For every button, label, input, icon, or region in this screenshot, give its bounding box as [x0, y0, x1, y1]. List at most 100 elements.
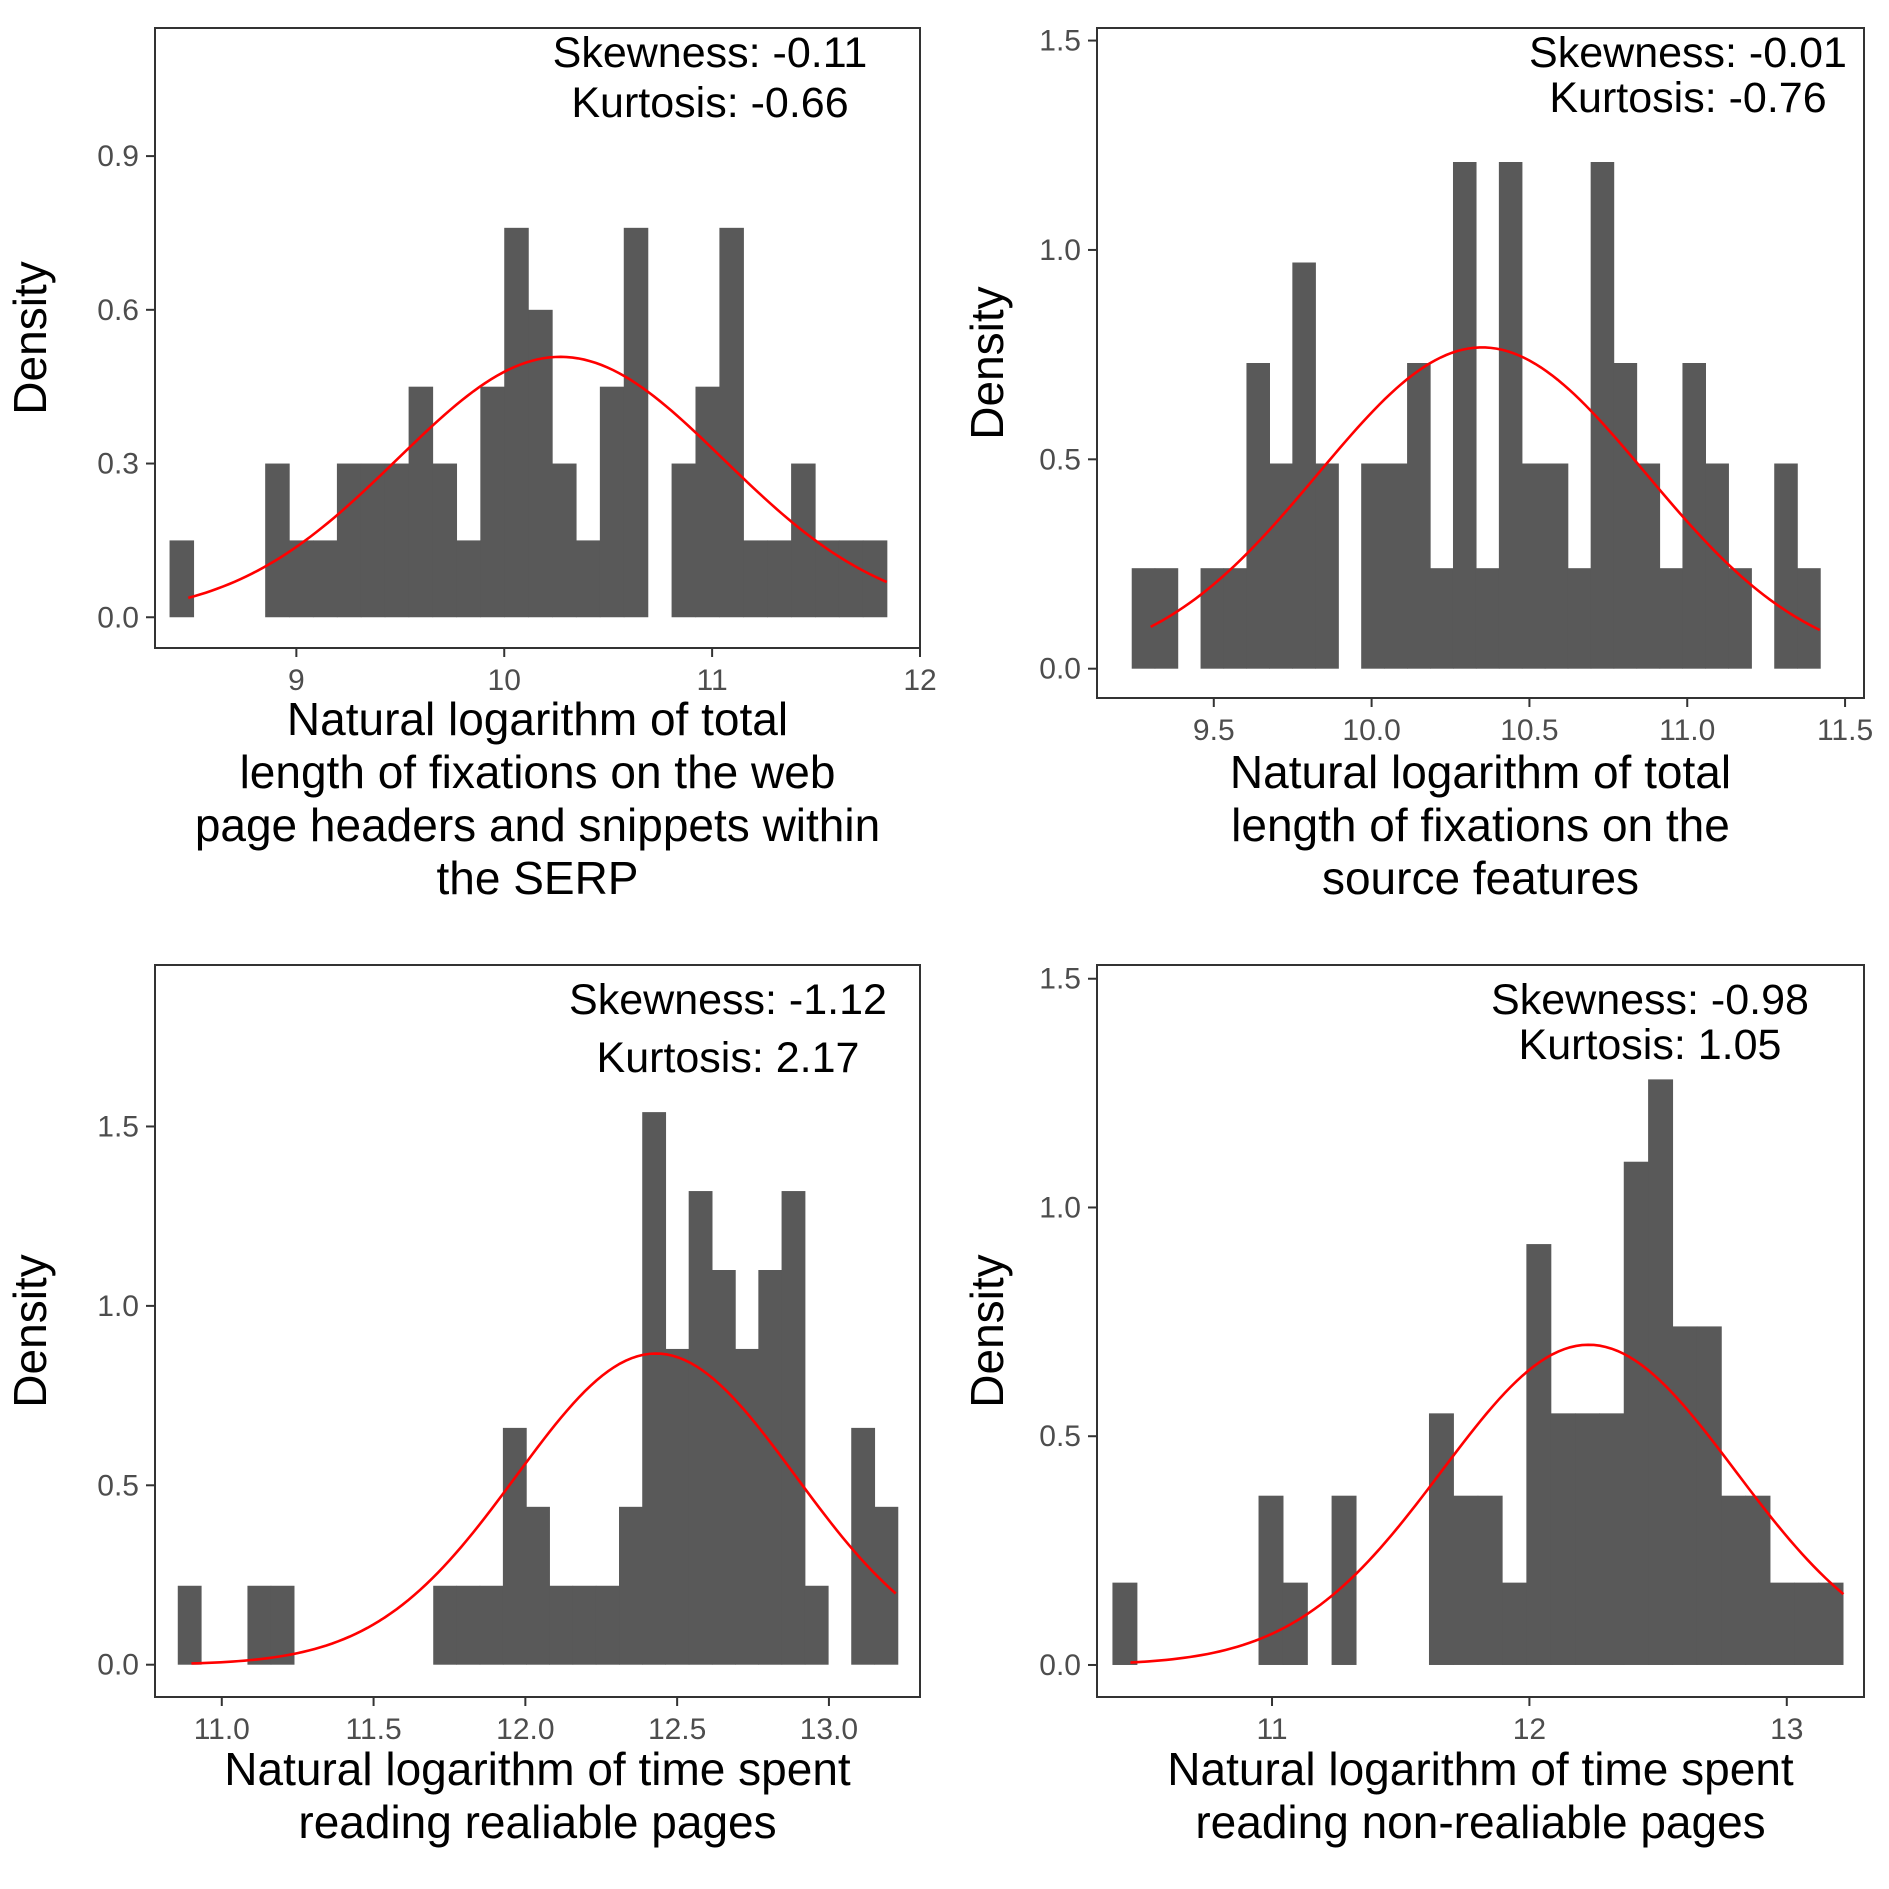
- x-tick-label: 11.0: [1659, 714, 1715, 747]
- histogram-bar: [1721, 1495, 1747, 1665]
- histogram-bar: [1521, 463, 1546, 669]
- histogram-bar: [384, 463, 410, 618]
- histogram-bar: [1258, 1495, 1284, 1665]
- histogram-bar: [289, 540, 314, 618]
- x-axis-title-line: Natural logarithm of time spent: [1167, 1743, 1794, 1795]
- panel-border: [1096, 27, 1865, 699]
- histogram-bar: [1728, 568, 1752, 669]
- histogram-bar: [1477, 1495, 1503, 1665]
- histogram-bar: [1696, 1326, 1722, 1665]
- histogram-bar: [1502, 1582, 1527, 1665]
- kurtosis-annotation: Kurtosis: 2.17: [597, 1034, 860, 1082]
- histogram-bar: [526, 1506, 550, 1665]
- panel-border: [1096, 964, 1865, 1698]
- y-tick-label: 0.5: [1039, 1420, 1081, 1453]
- histogram-bar: [767, 540, 792, 618]
- histogram-bar: [791, 463, 816, 618]
- x-tick-label: 10.5: [1500, 714, 1558, 747]
- histogram-bar: [623, 227, 649, 618]
- histogram-bar: [851, 1427, 876, 1665]
- x-tick-label: 13.0: [800, 1713, 858, 1746]
- skewness-annotation: Skewness: -1.12: [569, 976, 887, 1024]
- y-tick-label: 1.0: [1039, 234, 1081, 267]
- histogram-bar: [432, 463, 458, 618]
- histogram-bar: [312, 540, 338, 618]
- panel-border: [154, 27, 921, 649]
- histogram-bar: [815, 540, 840, 618]
- histogram-bar: [1475, 568, 1500, 669]
- histogram-bar: [504, 227, 529, 618]
- histogram-bar: [619, 1506, 643, 1665]
- x-axis-title-line: reading realiable pages: [298, 1796, 776, 1848]
- histogram-bar: [1269, 463, 1293, 669]
- x-axis-title-line: Natural logarithm of time spent: [224, 1743, 851, 1795]
- x-axis-title-line: source features: [1322, 852, 1639, 904]
- histogram-bar: [1453, 1495, 1479, 1665]
- y-tick-label: 1.5: [1039, 25, 1081, 58]
- x-tick-label: 11: [697, 664, 728, 697]
- y-tick-label: 1.5: [1039, 963, 1081, 996]
- histogram-bar: [1818, 1582, 1844, 1665]
- y-axis-title: Density: [4, 261, 56, 414]
- histogram-bar: [695, 386, 720, 618]
- histogram-bar: [1223, 568, 1248, 669]
- histogram-bar: [595, 1585, 620, 1665]
- x-axis-title-line: length of fixations on the: [1231, 799, 1730, 851]
- histogram-bar: [1282, 1582, 1308, 1665]
- y-tick-label: 0.0: [97, 1649, 139, 1682]
- histogram-bar: [433, 1585, 458, 1665]
- histogram-bar: [1544, 463, 1569, 669]
- histogram-bar: [1567, 568, 1592, 669]
- histogram-bar: [1331, 1495, 1357, 1665]
- histogram-bar: [247, 1585, 272, 1665]
- y-tick-label: 1.0: [1039, 1191, 1081, 1224]
- x-tick-label: 12.5: [648, 1713, 706, 1746]
- histogram-bar: [1131, 568, 1156, 669]
- panel-2: 0.0 0.5 1.0 1.5 9.5 10.0 10.5 11.0 11.5 Density Na…: [961, 25, 1873, 904]
- histogram-bar: [735, 1348, 759, 1665]
- histogram-bar: [758, 1270, 783, 1665]
- histogram-bar: [719, 227, 744, 618]
- histogram-bar: [169, 540, 195, 618]
- x-tick-label: 10: [488, 664, 521, 697]
- y-axis-title: Density: [961, 286, 1013, 439]
- histogram-bar: [1200, 568, 1225, 669]
- histogram-bar: [1636, 463, 1661, 669]
- y-tick-label: 0.6: [97, 294, 139, 327]
- y-axis-title: Density: [961, 1254, 1013, 1407]
- x-axis-title-line: reading non-realiable pages: [1195, 1796, 1765, 1848]
- histogram-bar: [1575, 1413, 1601, 1665]
- histogram-bar: [1550, 1413, 1576, 1665]
- histogram-bar: [743, 540, 768, 618]
- x-axis-title-line: Natural logarithm of total: [1230, 746, 1731, 798]
- histogram-bar: [862, 540, 888, 618]
- skewness-annotation: Skewness: -0.11: [553, 29, 868, 77]
- histogram-bar: [665, 1348, 690, 1665]
- histogram-bar: [479, 1585, 504, 1665]
- histogram-bar: [265, 463, 290, 618]
- histogram-bar: [1769, 1582, 1795, 1665]
- panel-1: 0.0 0.3 0.6 0.9 9 10 11 12 Density Natural logari…: [4, 27, 937, 904]
- histogram-bar: [336, 463, 362, 618]
- y-tick-label: 0.9: [97, 140, 139, 173]
- histogram-bar: [642, 1112, 667, 1665]
- x-tick-label: 9: [288, 664, 305, 697]
- x-tick-label: 13: [1770, 1713, 1803, 1746]
- histogram-bar: [1292, 262, 1316, 669]
- histogram-bar: [671, 463, 697, 618]
- histogram-bar: [1315, 463, 1339, 669]
- kurtosis-annotation: Kurtosis: -0.76: [1549, 74, 1826, 122]
- histogram-bar: [177, 1585, 202, 1665]
- x-tick-label: 12: [1513, 1713, 1546, 1746]
- y-tick-label: 1.5: [97, 1110, 139, 1143]
- density-curve: [1130, 1343, 1845, 1664]
- histogram-bar: [1526, 1244, 1552, 1665]
- y-tick-label: 0.0: [1039, 653, 1081, 686]
- histogram-bar: [1613, 363, 1638, 669]
- y-tick-label: 0.0: [97, 601, 139, 634]
- kurtosis-annotation: Kurtosis: 1.05: [1519, 1021, 1782, 1069]
- histogram-bar: [838, 540, 864, 618]
- histogram-bar: [408, 386, 434, 618]
- histogram-bar: [1112, 1582, 1138, 1665]
